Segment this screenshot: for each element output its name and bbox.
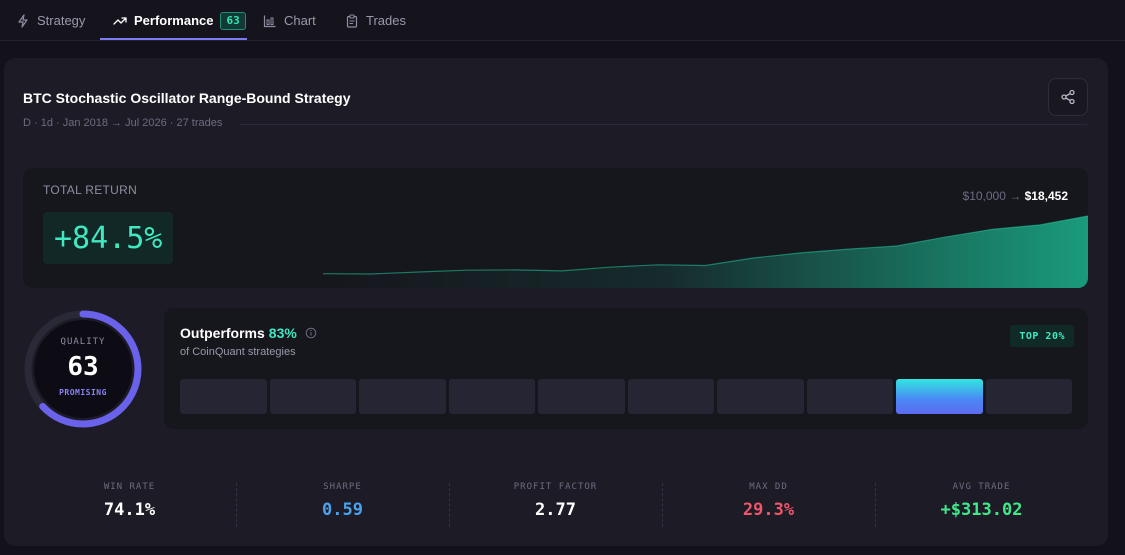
stat-value: 0.59 xyxy=(322,500,363,520)
quality-score: 63 xyxy=(67,352,99,382)
stat-label: MAX DD xyxy=(749,482,788,492)
chart-icon xyxy=(263,15,276,27)
performance-score-badge: 63 xyxy=(220,11,246,30)
stat-max-dd: MAX DD 29.3% xyxy=(662,482,875,520)
stat-label: WIN RATE xyxy=(103,482,156,492)
stat-value: +$313.02 xyxy=(940,500,1023,520)
tab-performance[interactable]: Performance 63 xyxy=(100,0,247,41)
percentile-bar xyxy=(806,379,893,414)
equity-area xyxy=(323,216,1088,288)
percentile-bar-active xyxy=(896,379,983,414)
percentile-bar xyxy=(359,379,446,414)
strategy-meta: D · 1d · Jan 2018 → Jul 2026 · 27 trades xyxy=(23,117,223,129)
meta-divider xyxy=(240,124,1087,125)
tab-trades-label: Trades xyxy=(366,13,406,28)
info-icon[interactable] xyxy=(305,327,317,339)
percentile-bar xyxy=(627,379,714,414)
outperform-subtitle: of CoinQuant strategies xyxy=(180,346,296,358)
outperform-title: Outperforms 83% xyxy=(180,325,317,341)
tab-trades[interactable]: Trades xyxy=(345,0,406,41)
quality-ring: QUALITY 63 PROMISING xyxy=(22,308,144,430)
outperform-pct: 83% xyxy=(268,325,297,341)
stat-value: 29.3% xyxy=(742,500,795,520)
stat-divider xyxy=(236,483,237,527)
stat-divider xyxy=(449,483,450,527)
equity-curve xyxy=(322,215,1088,288)
percentile-bar xyxy=(448,379,535,414)
performance-card: BTC Stochastic Oscillator Range-Bound St… xyxy=(4,58,1108,546)
stat-value: 74.1% xyxy=(103,500,156,520)
strategy-title: BTC Stochastic Oscillator Range-Bound St… xyxy=(23,90,351,106)
tab-chart[interactable]: Chart xyxy=(263,0,316,41)
outperform-title-text: Outperforms xyxy=(180,325,265,341)
equity-line xyxy=(322,215,1088,275)
tab-chart-label: Chart xyxy=(284,13,316,28)
stat-avg-trade: AVG TRADE +$313.02 xyxy=(875,482,1088,520)
total-return-value: +84.5% xyxy=(43,212,174,264)
stat-profit-factor: PROFIT FACTOR 2.77 xyxy=(449,482,662,520)
share-icon xyxy=(1061,89,1075,105)
tab-performance-label: Performance xyxy=(134,13,214,28)
stat-label: SHARPE xyxy=(323,482,362,492)
top-percentile-badge: TOP 20% xyxy=(1010,325,1074,347)
percentile-bar xyxy=(985,379,1072,414)
stat-divider xyxy=(875,483,876,527)
total-return-panel: TOTAL RETURN +84.5% $10,000 → $18,452 xyxy=(23,168,1088,288)
stat-value: 2.77 xyxy=(535,500,576,520)
clipboard-icon xyxy=(346,14,358,28)
percentile-bar xyxy=(269,379,356,414)
arrow: → xyxy=(1009,189,1022,203)
end-balance: $18,452 xyxy=(1024,189,1068,203)
percentile-bar xyxy=(538,379,625,414)
bolt-icon xyxy=(18,13,28,28)
stat-win-rate: WIN RATE 74.1% xyxy=(23,482,236,520)
start-balance: $10,000 xyxy=(962,189,1006,203)
tab-strategy-label: Strategy xyxy=(37,13,86,28)
percentile-bars xyxy=(180,379,1072,414)
quality-ring-graphic xyxy=(24,310,142,428)
tab-strategy[interactable]: Strategy xyxy=(16,0,85,41)
quality-label: QUALITY xyxy=(60,337,106,347)
tab-bar: Strategy Performance 63 Chart Trades xyxy=(0,0,1125,41)
stat-sharpe: SHARPE 0.59 xyxy=(236,482,449,520)
quality-arc xyxy=(24,310,142,428)
quality-rating: PROMISING xyxy=(59,388,107,397)
stat-label: AVG TRADE xyxy=(952,482,1011,492)
stat-label: PROFIT FACTOR xyxy=(513,482,598,492)
percentile-bar xyxy=(180,379,267,414)
share-button[interactable] xyxy=(1048,78,1088,116)
equity-range: $10,000 → $18,452 xyxy=(963,189,1068,203)
trending-up-icon xyxy=(113,16,127,25)
percentile-bar xyxy=(717,379,804,414)
total-return-label: TOTAL RETURN xyxy=(43,183,138,197)
stat-divider xyxy=(662,483,663,527)
outperform-panel: Outperforms 83% of CoinQuant strategies … xyxy=(164,308,1088,429)
